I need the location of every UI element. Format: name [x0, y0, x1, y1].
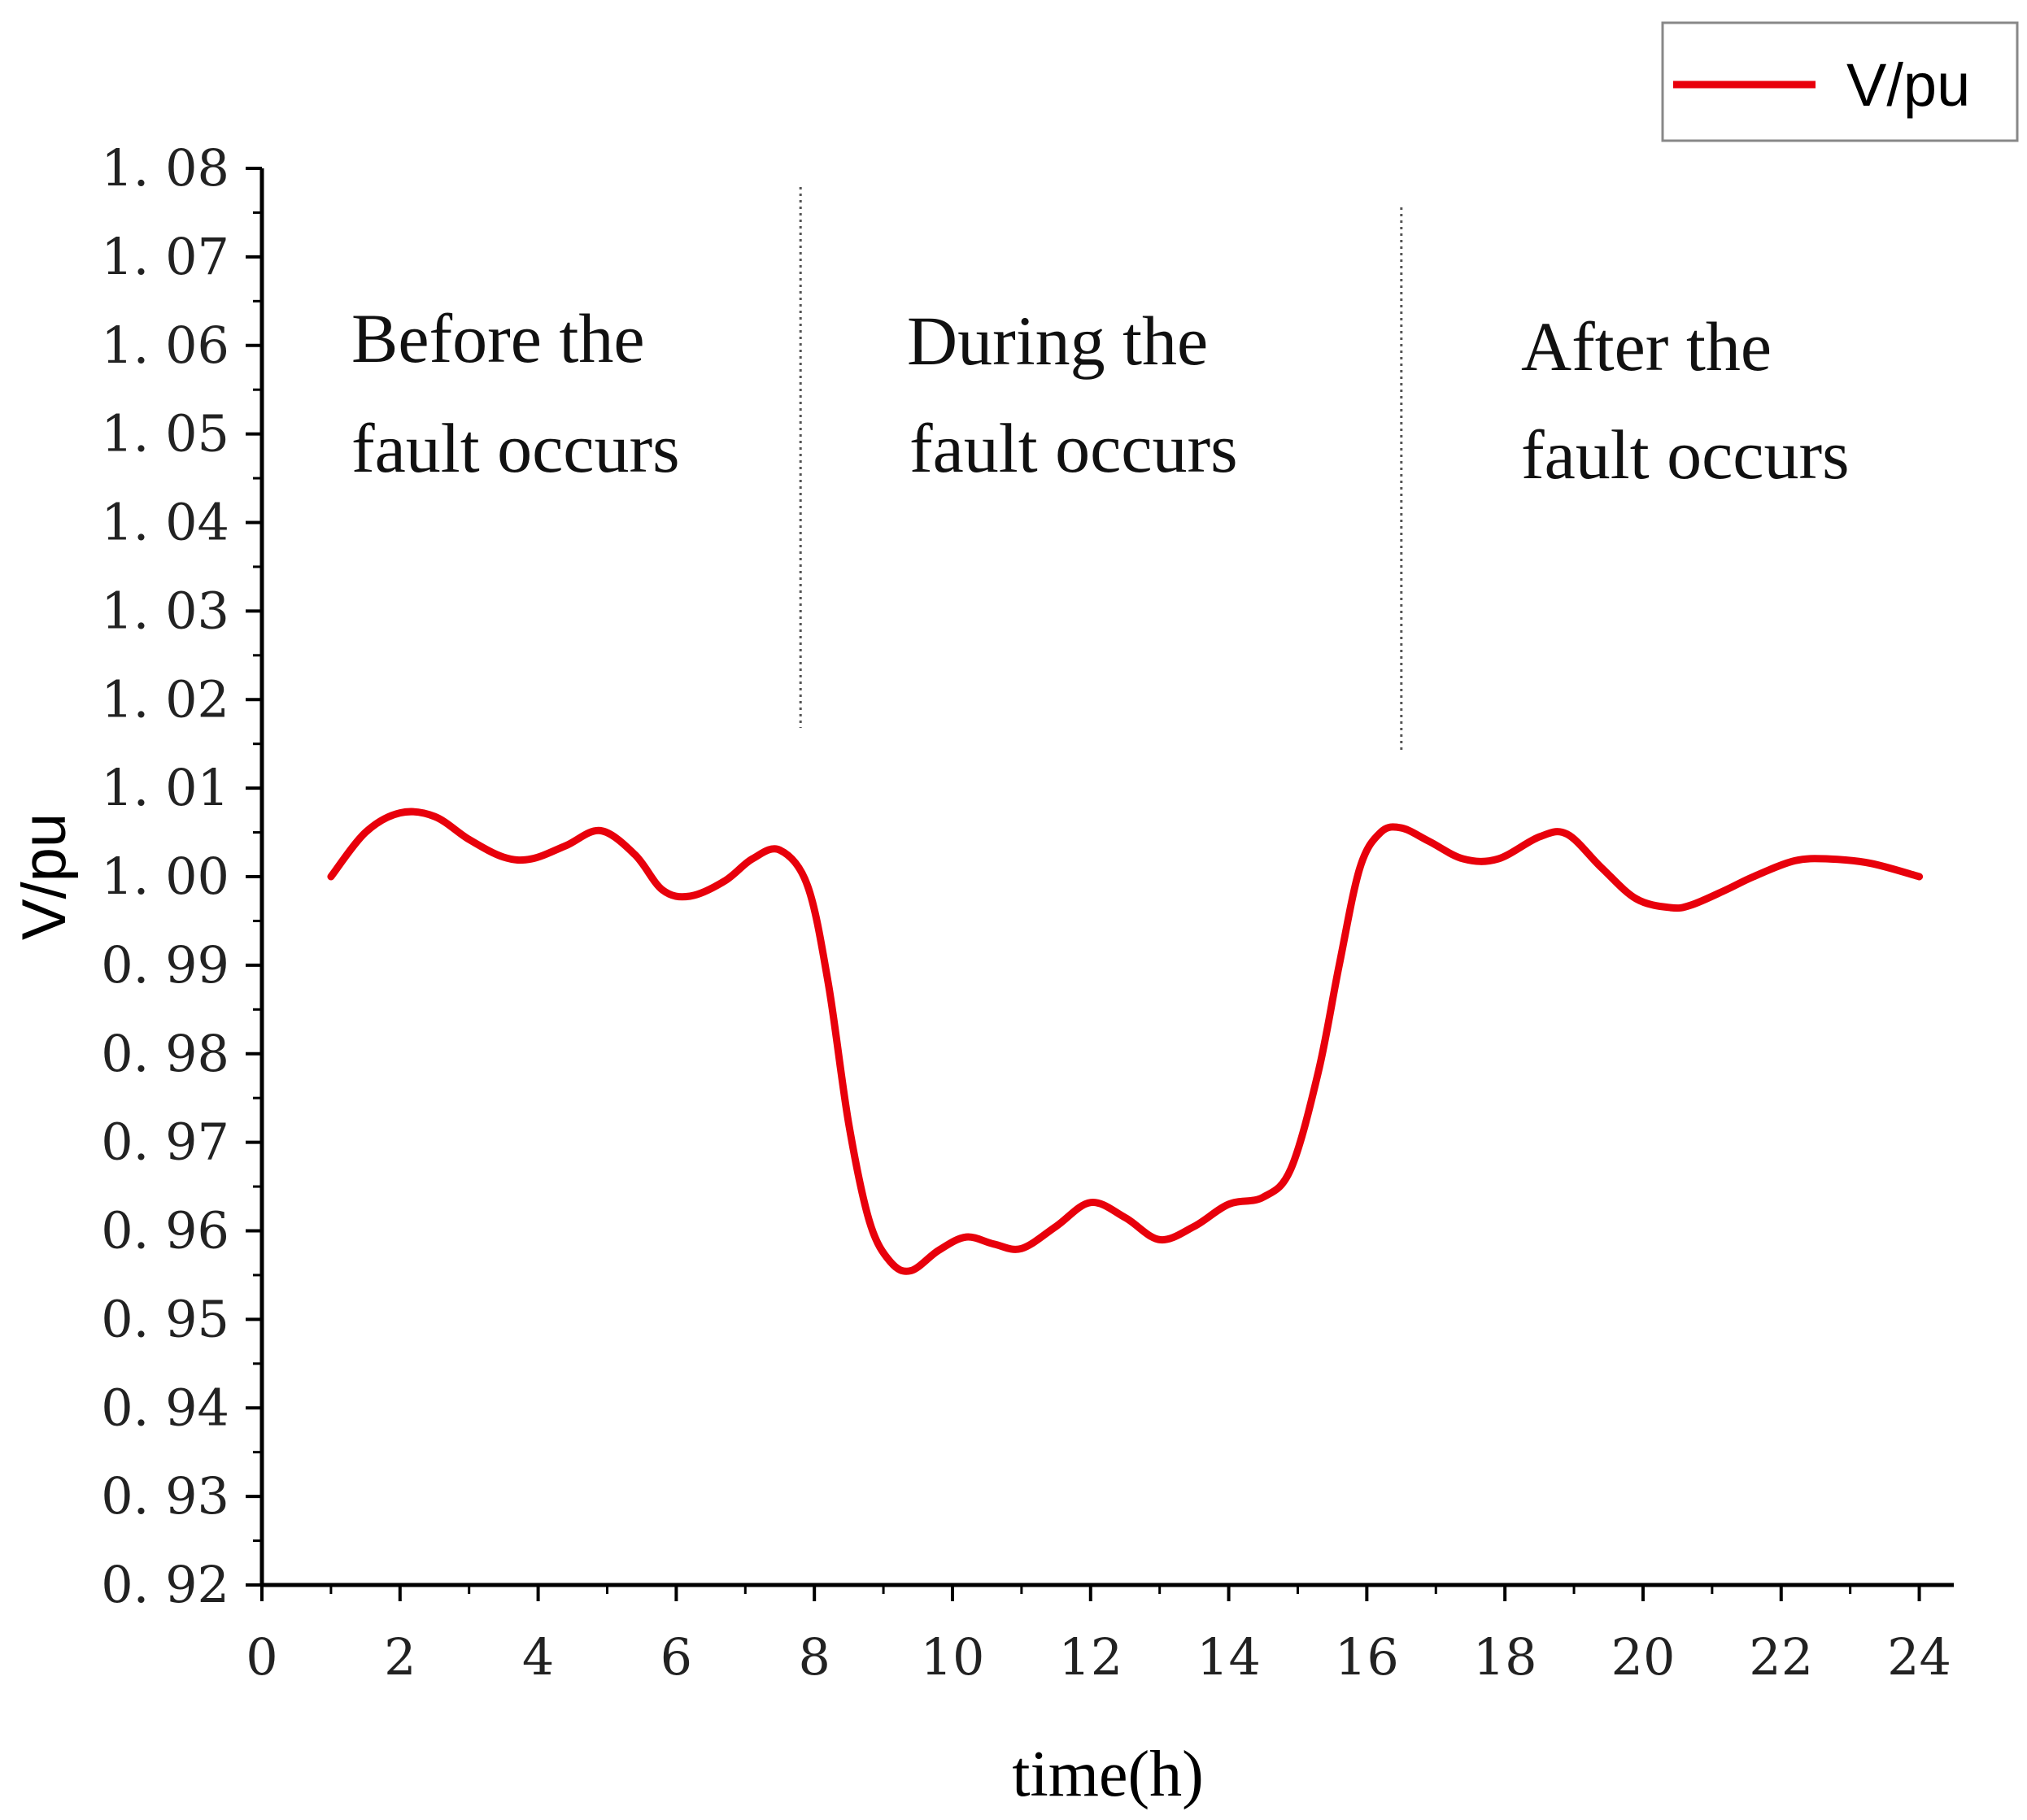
y-tick-label: 0. 95 [101, 1289, 229, 1348]
y-tick-label: 0. 93 [101, 1466, 229, 1526]
y-ticks: 0. 92 0. 93 0. 94 0. 95 0. 96 0. 97 0. 98 0. 99… [101, 138, 262, 1614]
annotation-before-line1: Before the [351, 299, 645, 377]
x-tick-label: 2 [384, 1627, 416, 1687]
series-line-v-pu [327, 808, 1924, 1275]
x-ticks: 0 2 4 6 8 10 12 14 16 18 20 22 24 [246, 1585, 1951, 1687]
y-tick-label: 1. 02 [101, 669, 229, 729]
x-tick-label: 10 [921, 1627, 985, 1687]
y-tick-label: 0. 94 [101, 1378, 229, 1437]
x-tick-label: 14 [1197, 1627, 1261, 1687]
y-tick-label: 1. 04 [101, 493, 229, 552]
y-tick-label: 1. 00 [101, 847, 229, 906]
y-tick-label: 1. 01 [101, 758, 229, 817]
annotation-after-line2: fault occurs [1521, 416, 1850, 494]
annotation-after-line1: After the [1521, 307, 1772, 385]
y-tick-label: 0. 96 [101, 1201, 229, 1261]
x-tick-label: 22 [1749, 1627, 1813, 1687]
annotation-before-line2: fault occurs [351, 409, 680, 487]
legend-label: V/pu [1846, 51, 1970, 119]
phase-dividers [799, 187, 1403, 750]
x-tick-label: 16 [1335, 1627, 1399, 1687]
y-tick-label: 1. 07 [101, 227, 229, 286]
y-tick-label: 1. 06 [101, 316, 229, 375]
y-tick-label: 0. 92 [101, 1555, 229, 1614]
x-tick-label: 12 [1058, 1627, 1122, 1687]
y-tick-label: 1. 05 [101, 404, 229, 464]
x-tick-label: 18 [1473, 1627, 1537, 1687]
y-tick-label: 1. 08 [101, 138, 229, 198]
y-axis-title: V/pu [10, 813, 79, 940]
annotation-during-line1: During the [907, 302, 1208, 380]
x-tick-label: 6 [660, 1627, 692, 1687]
y-tick-label: 0. 97 [101, 1112, 229, 1172]
y-tick-label: 1. 03 [101, 581, 229, 640]
x-tick-label: 20 [1611, 1627, 1676, 1687]
annotation-during-line2: fault occurs [909, 409, 1238, 487]
x-tick-label: 0 [246, 1627, 277, 1687]
x-tick-label: 8 [798, 1627, 830, 1687]
x-axis-title: time(h) [1012, 1739, 1203, 1810]
x-tick-label: 24 [1887, 1627, 1951, 1687]
y-tick-label: 0. 99 [101, 935, 229, 995]
x-tick-label: 4 [522, 1627, 554, 1687]
legend: V/pu [1661, 21, 2019, 142]
y-tick-label: 0. 98 [101, 1024, 229, 1083]
